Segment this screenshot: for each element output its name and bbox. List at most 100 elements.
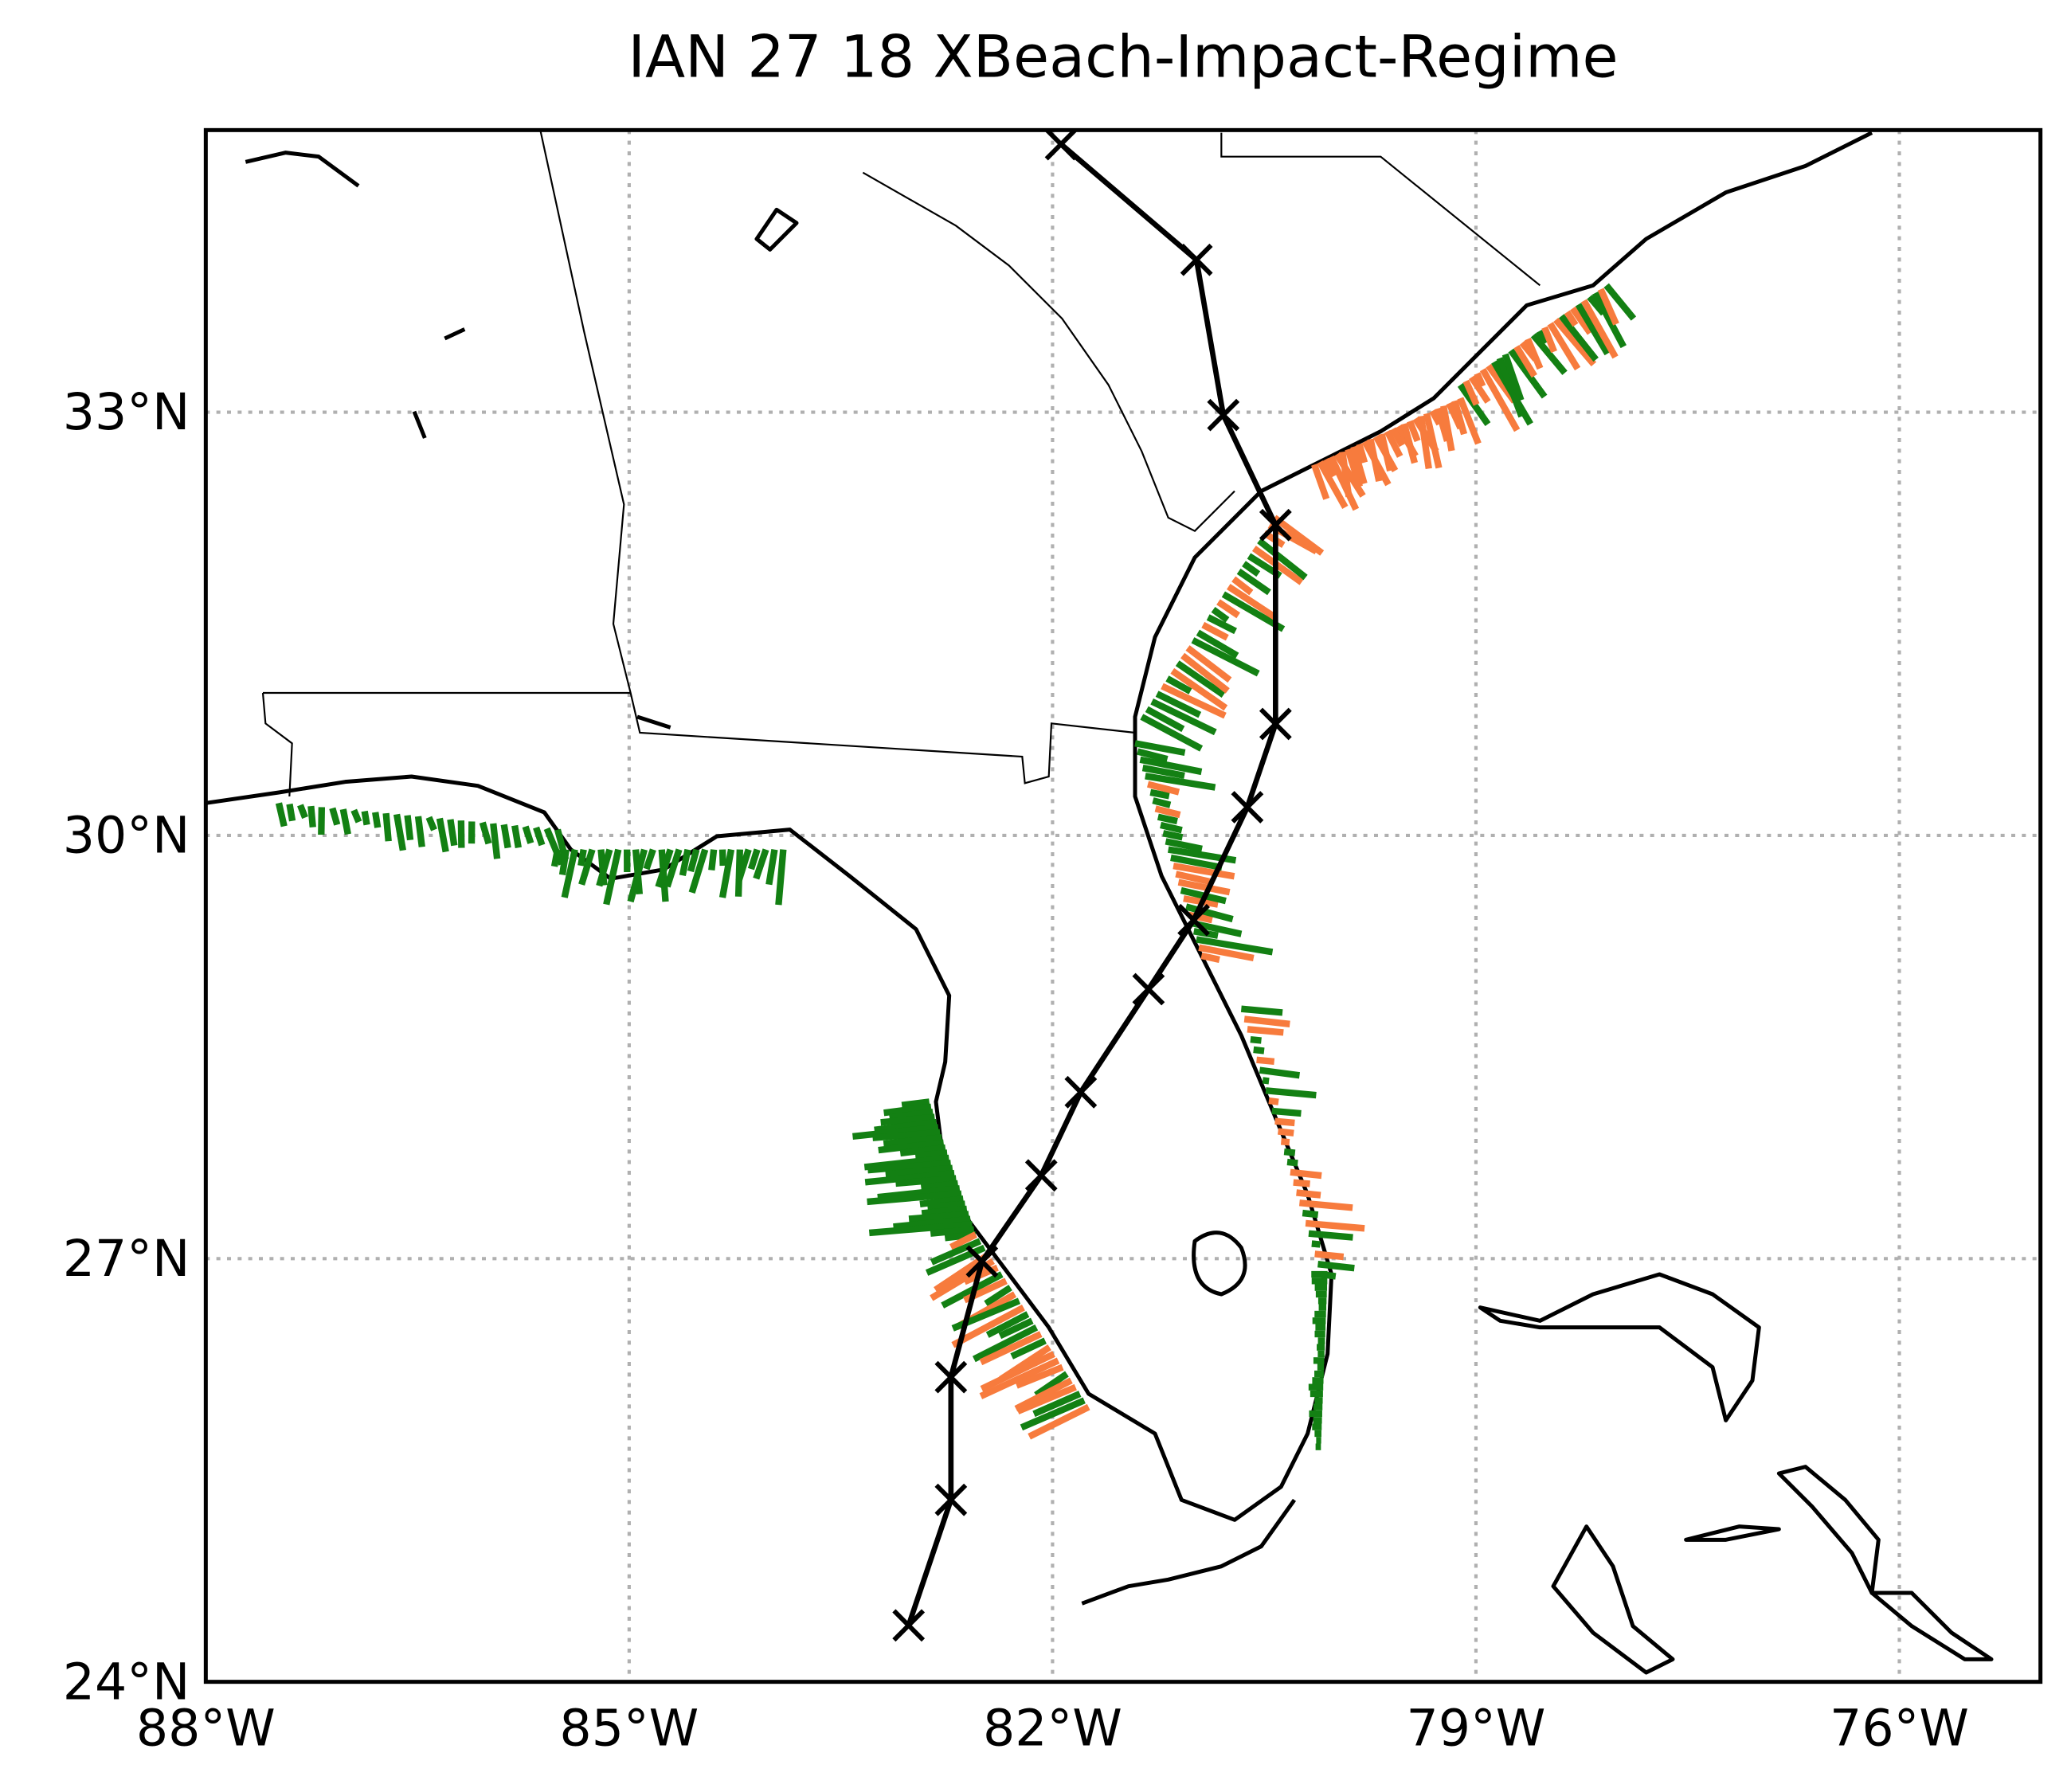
y-tick-label: 30°N bbox=[63, 806, 190, 865]
impact-bar bbox=[404, 815, 414, 841]
impact-bar bbox=[522, 825, 534, 844]
impact-bar bbox=[350, 808, 362, 824]
impact-bar bbox=[1146, 781, 1180, 796]
track-point bbox=[934, 1360, 968, 1394]
impact-bar bbox=[1496, 357, 1525, 418]
track-point bbox=[965, 1245, 999, 1278]
track-point bbox=[1044, 130, 1078, 161]
impact-bar bbox=[1451, 400, 1468, 436]
impact-bar bbox=[1501, 353, 1525, 401]
impact-bar bbox=[1137, 748, 1169, 763]
impact-bar bbox=[1032, 1391, 1082, 1418]
impact-bar bbox=[972, 1324, 1039, 1363]
impact-bar bbox=[1468, 375, 1491, 404]
track-point bbox=[1259, 508, 1292, 542]
impact-bar bbox=[307, 805, 316, 828]
impact-bar bbox=[1175, 660, 1226, 698]
impact-bar bbox=[1157, 813, 1178, 825]
impact-bar bbox=[735, 848, 752, 882]
impact-bar bbox=[1015, 1364, 1064, 1389]
state-border bbox=[539, 130, 1136, 784]
impact-bar bbox=[558, 849, 570, 875]
impact-bar bbox=[747, 848, 761, 871]
impact-bar bbox=[1440, 405, 1455, 452]
impact-bar bbox=[718, 849, 726, 867]
impact-bar bbox=[877, 1185, 961, 1201]
impact-bar bbox=[951, 1304, 1025, 1348]
axis-labels: 88°W 85°W 82°W 79°W 76°W 24°N 27°N 30°N 33°N bbox=[63, 382, 1969, 1757]
impact-bar bbox=[596, 848, 613, 887]
impact-bar bbox=[775, 849, 787, 906]
impact-bar bbox=[1206, 614, 1237, 635]
impact-bar bbox=[1173, 863, 1235, 880]
impact-bar bbox=[852, 1124, 939, 1141]
impact-bar bbox=[511, 824, 522, 849]
impact-bar bbox=[578, 848, 596, 886]
impact-bar bbox=[1257, 538, 1308, 581]
x-tick-label: 85°W bbox=[559, 1699, 699, 1758]
impact-bar bbox=[1311, 1240, 1321, 1248]
x-tick-label: 88°W bbox=[136, 1699, 276, 1758]
impact-bar bbox=[708, 849, 718, 871]
impact-bar bbox=[921, 1205, 968, 1217]
y-tick-label: 27°N bbox=[63, 1229, 190, 1288]
x-tick-label: 79°W bbox=[1407, 1699, 1546, 1758]
impact-bar bbox=[1580, 299, 1619, 359]
impact-bar bbox=[1271, 1107, 1302, 1117]
state-border bbox=[1220, 132, 1541, 287]
impact-bar bbox=[1247, 1026, 1284, 1036]
impact-bar bbox=[1384, 429, 1404, 458]
impact-bar bbox=[329, 807, 341, 826]
impact-bar bbox=[1597, 288, 1619, 326]
impact-bar bbox=[874, 1118, 938, 1133]
impact-bar bbox=[914, 1149, 948, 1160]
impact-bar bbox=[1145, 773, 1216, 791]
impact-bar bbox=[1154, 805, 1181, 819]
impact-bar bbox=[949, 1231, 977, 1250]
impact-bar bbox=[1462, 379, 1480, 406]
track-point bbox=[1024, 1159, 1058, 1192]
impact-bar bbox=[414, 816, 425, 847]
impact-bar bbox=[930, 1226, 975, 1237]
impact-bar bbox=[679, 848, 691, 876]
impact-bar bbox=[339, 808, 351, 835]
impact-bar bbox=[1296, 1189, 1321, 1199]
track-point bbox=[1259, 707, 1292, 741]
impact-bar bbox=[490, 823, 501, 859]
impact-bar bbox=[1200, 952, 1220, 964]
impact-bar bbox=[1152, 797, 1172, 808]
impact-bar bbox=[1541, 326, 1557, 354]
map-title: IAN 27 18 XBeach-Impact-Regime bbox=[628, 24, 1618, 92]
impact-bar bbox=[275, 802, 288, 828]
impact-bar bbox=[984, 1285, 1012, 1307]
impact-bar bbox=[718, 848, 735, 898]
impact-bar bbox=[1150, 698, 1217, 736]
impact-bar bbox=[1140, 714, 1204, 752]
impact-bar bbox=[899, 1144, 946, 1157]
impact-bar bbox=[1028, 1403, 1090, 1440]
impact-bar bbox=[1525, 338, 1544, 370]
impact-bar bbox=[286, 803, 296, 822]
impact-bar bbox=[1010, 1337, 1047, 1360]
impact-bar bbox=[1564, 310, 1579, 327]
impact-bar bbox=[1191, 637, 1260, 677]
track-point bbox=[1207, 398, 1240, 432]
impact-bar bbox=[1293, 1179, 1310, 1187]
impact-bar bbox=[318, 807, 326, 835]
impact-bar bbox=[687, 848, 700, 873]
impact-bar bbox=[1314, 1250, 1345, 1261]
impact-bar bbox=[1139, 756, 1203, 776]
track-point bbox=[892, 1609, 926, 1642]
impact-bar bbox=[1165, 675, 1192, 694]
impact-bar bbox=[765, 849, 778, 886]
impact-bar bbox=[883, 1103, 932, 1117]
impact-bar bbox=[1020, 1397, 1086, 1431]
impact-bar bbox=[930, 1238, 982, 1266]
impact-bar bbox=[1367, 438, 1383, 483]
impact-bar bbox=[864, 1169, 955, 1186]
impact-bar bbox=[980, 1351, 1055, 1392]
impact-bar bbox=[895, 1175, 957, 1187]
impact-bar bbox=[577, 848, 587, 867]
